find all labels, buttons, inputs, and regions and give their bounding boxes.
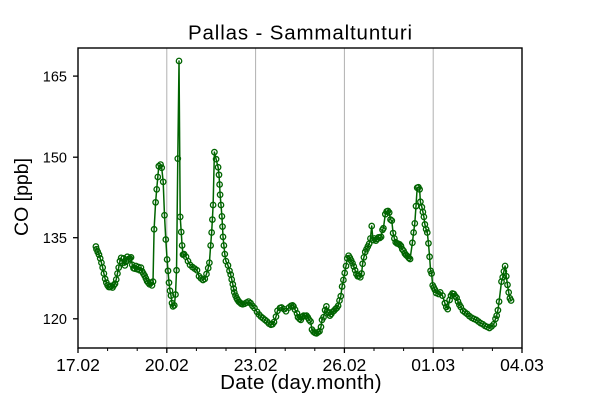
svg-text:17.02: 17.02 (56, 355, 100, 375)
svg-text:01.03: 01.03 (411, 355, 455, 375)
svg-text:20.02: 20.02 (145, 355, 189, 375)
svg-text:150: 150 (43, 150, 67, 166)
svg-text:Date (day.month): Date (day.month) (220, 371, 382, 394)
svg-text:CO [ppb]: CO [ppb] (11, 158, 33, 236)
svg-text:04.03: 04.03 (500, 355, 544, 375)
svg-text:23.02: 23.02 (234, 355, 278, 375)
svg-text:26.02: 26.02 (323, 355, 367, 375)
svg-text:Pallas - Sammaltunturi: Pallas - Sammaltunturi (188, 22, 413, 45)
svg-text:120: 120 (43, 312, 67, 328)
svg-text:165: 165 (43, 69, 67, 85)
svg-text:135: 135 (43, 231, 67, 247)
